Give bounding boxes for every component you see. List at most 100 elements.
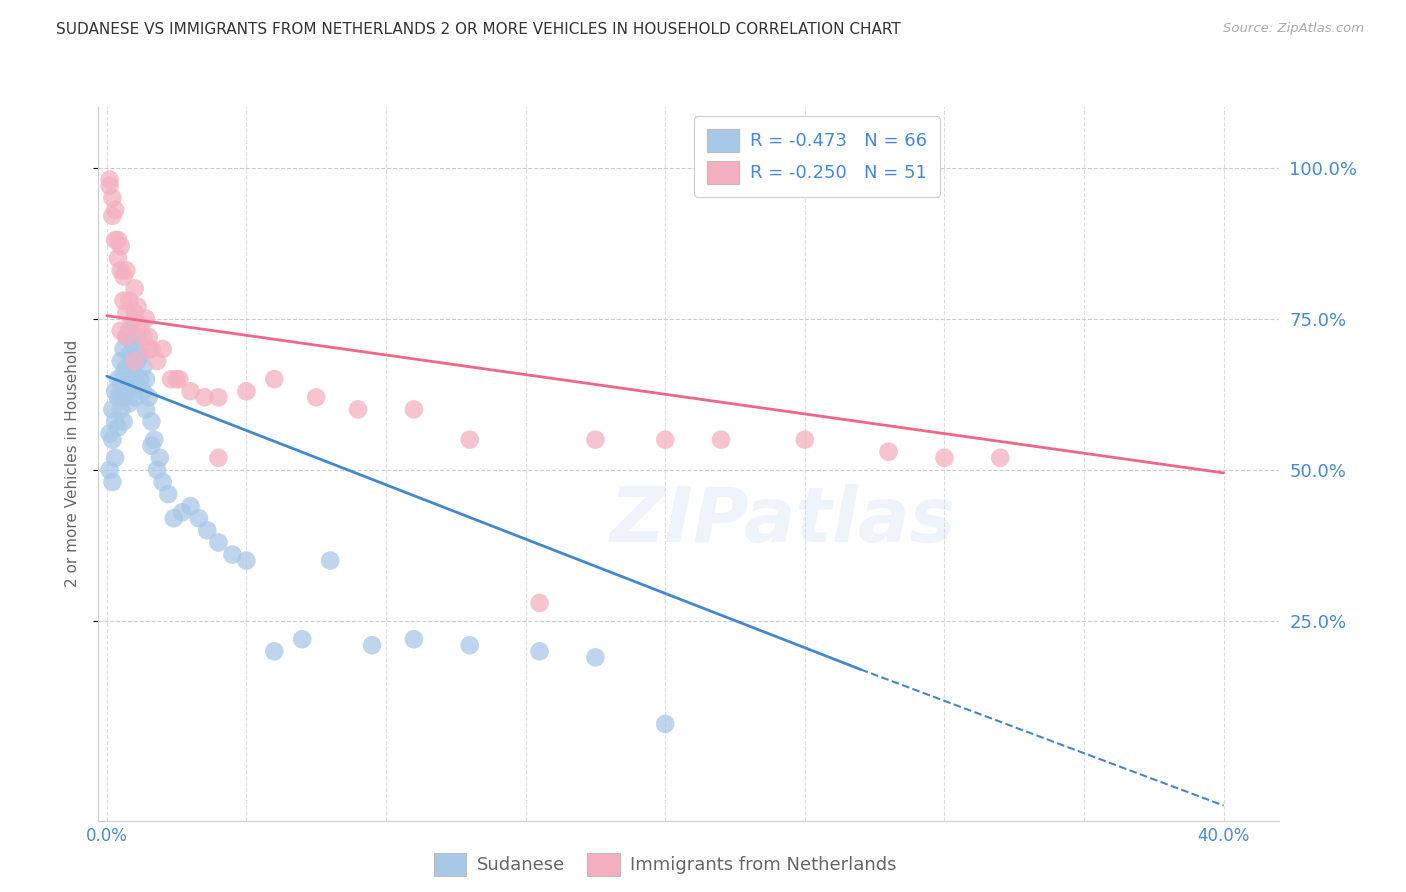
Point [104, 450, 127, 465]
Point [98, 426, 121, 441]
Point [124, 390, 146, 404]
Point [132, 360, 155, 375]
Point [157, 487, 180, 501]
Point [402, 632, 425, 647]
Point [152, 475, 174, 489]
Point [583, 433, 606, 447]
Point [291, 632, 314, 647]
Point [110, 378, 132, 392]
Point [207, 450, 229, 465]
Point [402, 402, 425, 417]
Point [118, 396, 141, 410]
Point [124, 366, 146, 380]
Point [152, 342, 174, 356]
Point [180, 499, 202, 513]
Point [127, 378, 149, 392]
Point [110, 324, 132, 338]
Text: 40.0%: 40.0% [1198, 827, 1250, 845]
Text: Source: ZipAtlas.com: Source: ZipAtlas.com [1223, 22, 1364, 36]
Point [180, 384, 202, 399]
Point [458, 433, 481, 447]
Point [169, 372, 191, 386]
Point [235, 553, 257, 567]
Point [124, 306, 146, 320]
Point [121, 318, 143, 332]
Point [135, 402, 157, 417]
Point [121, 354, 143, 368]
Point [146, 463, 169, 477]
Point [115, 306, 138, 320]
Point [124, 281, 146, 295]
Point [104, 202, 127, 217]
Point [710, 433, 733, 447]
Point [115, 263, 138, 277]
Point [104, 384, 127, 399]
Point [187, 511, 209, 525]
Point [305, 390, 328, 404]
Point [654, 433, 676, 447]
Point [138, 390, 160, 404]
Point [112, 293, 135, 308]
Point [121, 335, 143, 350]
Point [877, 444, 900, 458]
Point [988, 450, 1011, 465]
Point [319, 553, 342, 567]
Point [107, 390, 129, 404]
Point [129, 348, 152, 362]
Point [129, 372, 152, 386]
Point [347, 402, 370, 417]
Point [235, 384, 257, 399]
Point [529, 644, 551, 658]
Point [141, 415, 163, 429]
Point [112, 390, 135, 404]
Point [654, 717, 676, 731]
Text: 0.0%: 0.0% [86, 827, 128, 845]
Point [166, 372, 188, 386]
Point [118, 372, 141, 386]
Point [98, 172, 121, 186]
Point [101, 475, 124, 489]
Point [121, 378, 143, 392]
Point [101, 402, 124, 417]
Point [107, 233, 129, 247]
Point [118, 348, 141, 362]
Point [141, 439, 163, 453]
Point [115, 384, 138, 399]
Point [110, 263, 132, 277]
Point [112, 366, 135, 380]
Point [361, 638, 384, 652]
Point [101, 433, 124, 447]
Point [129, 318, 152, 332]
Point [104, 233, 127, 247]
Point [195, 524, 218, 538]
Point [135, 372, 157, 386]
Point [101, 209, 124, 223]
Point [112, 415, 135, 429]
Point [143, 433, 166, 447]
Point [98, 463, 121, 477]
Point [127, 354, 149, 368]
Point [149, 450, 172, 465]
Point [98, 178, 121, 193]
Point [127, 330, 149, 344]
Point [104, 415, 127, 429]
Legend: Sudanese, Immigrants from Netherlands: Sudanese, Immigrants from Netherlands [426, 846, 904, 883]
Point [115, 330, 138, 344]
Point [132, 384, 155, 399]
Point [583, 650, 606, 665]
Point [127, 300, 149, 314]
Point [118, 324, 141, 338]
Point [115, 330, 138, 344]
Point [207, 535, 229, 549]
Point [221, 548, 243, 562]
Text: SUDANESE VS IMMIGRANTS FROM NETHERLANDS 2 OR MORE VEHICLES IN HOUSEHOLD CORRELAT: SUDANESE VS IMMIGRANTS FROM NETHERLANDS … [56, 22, 901, 37]
Point [138, 330, 160, 344]
Point [141, 342, 163, 356]
Point [146, 354, 169, 368]
Point [160, 372, 183, 386]
Point [110, 402, 132, 417]
Point [101, 191, 124, 205]
Point [107, 420, 129, 434]
Point [138, 342, 160, 356]
Point [124, 311, 146, 326]
